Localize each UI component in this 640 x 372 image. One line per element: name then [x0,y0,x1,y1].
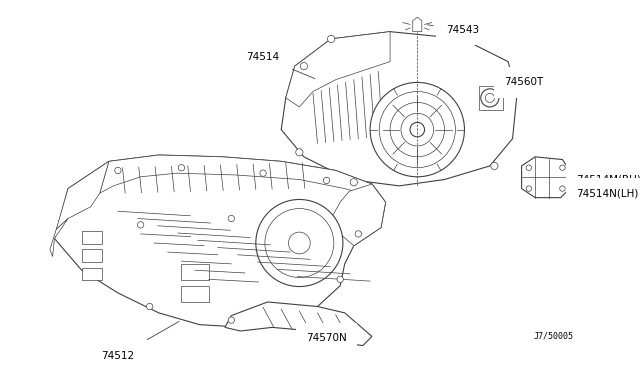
Bar [82,249,102,262]
Circle shape [355,231,362,237]
Text: 74570N: 74570N [306,333,347,343]
Circle shape [379,92,456,168]
Polygon shape [479,86,504,110]
Text: 74543: 74543 [428,25,479,35]
Circle shape [115,167,121,174]
Circle shape [526,186,532,191]
Circle shape [328,35,335,42]
Polygon shape [281,32,517,186]
Polygon shape [413,17,422,32]
Bar [82,231,102,244]
Bar [82,267,102,280]
Circle shape [370,83,465,177]
Circle shape [485,93,494,102]
Text: 74560T: 74560T [494,77,543,98]
Bar [181,264,209,280]
Circle shape [147,303,153,310]
Circle shape [459,37,467,44]
Circle shape [410,122,424,137]
Circle shape [504,81,511,88]
Polygon shape [522,157,570,198]
Polygon shape [331,184,385,246]
Circle shape [323,177,330,184]
Circle shape [401,113,434,146]
Circle shape [179,164,184,171]
Circle shape [300,62,308,70]
Polygon shape [225,302,372,346]
Circle shape [228,317,234,323]
Circle shape [296,149,303,156]
Circle shape [481,89,499,107]
Text: 74514N(LH): 74514N(LH) [572,188,639,198]
Bar [181,286,209,302]
Circle shape [256,199,343,286]
Text: 74514M(RH): 74514M(RH) [572,174,640,185]
Circle shape [390,102,445,157]
Polygon shape [54,155,385,327]
Text: 74512: 74512 [101,321,179,362]
Circle shape [260,170,266,176]
Circle shape [526,165,532,170]
Circle shape [289,232,310,254]
Circle shape [560,186,565,191]
Circle shape [337,276,343,282]
Polygon shape [100,155,385,202]
Circle shape [350,179,357,186]
Polygon shape [50,218,68,257]
Polygon shape [56,161,109,230]
Circle shape [560,165,565,170]
Text: J7/50005: J7/50005 [533,331,573,340]
Polygon shape [285,32,390,107]
Circle shape [491,162,498,170]
Circle shape [228,215,234,222]
Text: 74514: 74514 [246,52,315,78]
Circle shape [265,209,334,278]
Text: 74512: 74512 [0,371,1,372]
Circle shape [138,222,144,228]
